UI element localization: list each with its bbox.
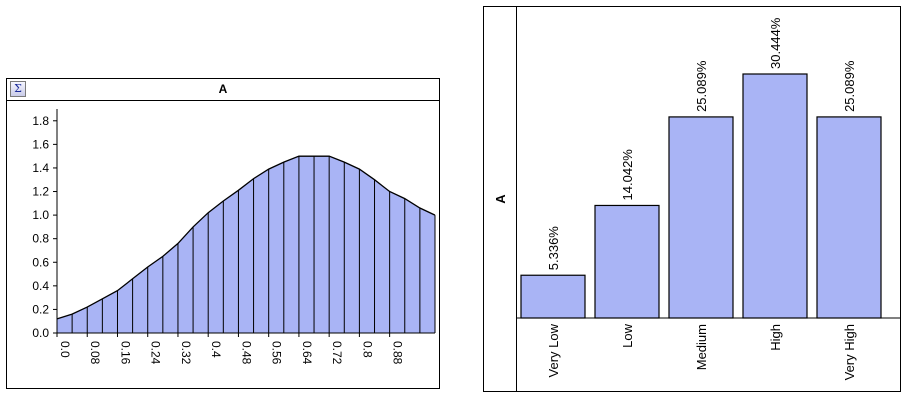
density-area <box>57 156 435 333</box>
bar <box>594 204 660 319</box>
bar-panel: A 5.336% Very Low 14.042% Low 25.089% Medium 3… <box>483 6 901 392</box>
bar <box>742 73 808 319</box>
density-curve <box>56 155 436 320</box>
density-panel-header: Σ A <box>7 79 439 101</box>
bar-value-label: 14.042% <box>620 149 635 201</box>
bar-value-label: 25.089% <box>694 60 709 112</box>
y-tick-label: 1.8 <box>32 114 49 128</box>
x-tick-label: 0.64 <box>300 341 314 365</box>
bar-title-area: A <box>493 194 508 204</box>
bar-category-label: Very Low <box>546 323 561 377</box>
y-tick-label: 1.2 <box>32 185 49 199</box>
bar-category-label: High <box>768 324 783 351</box>
density-panel: Σ A 0.0 0.2 0.4 0.6 0.8 1.0 1.2 1.4 1.6 1.8 0.0 0.0… <box>6 78 440 389</box>
x-tick-label: 0.0 <box>58 341 72 358</box>
bar-category-label: Low <box>620 323 635 347</box>
density-title: A <box>218 82 228 96</box>
y-tick-label: 0.6 <box>32 255 49 269</box>
x-tick-label: 0.88 <box>391 341 405 365</box>
x-tick-label: 0.24 <box>149 341 163 365</box>
y-tick-label: 1.0 <box>32 208 49 222</box>
bar-value-label: 30.444% <box>768 17 783 69</box>
y-tick-label: 1.4 <box>32 161 49 175</box>
bar <box>668 116 734 319</box>
x-tick-label: 0.72 <box>330 341 344 365</box>
x-tick-label: 0.56 <box>270 341 284 365</box>
sigma-button[interactable]: Σ <box>10 81 26 97</box>
y-tick-label: 0.4 <box>32 279 49 293</box>
y-tick-label: 0.0 <box>32 326 49 340</box>
bar-category-label: Medium <box>694 324 709 370</box>
bar-value-label: 5.336% <box>546 226 561 271</box>
density-chart: 0.0 0.2 0.4 0.6 0.8 1.0 1.2 1.4 1.6 1.8 0.0 0.08 0.1… <box>32 109 436 365</box>
x-tick-label: 0.16 <box>118 341 132 365</box>
panel-divider <box>516 7 517 391</box>
y-tick-label: 0.2 <box>32 302 49 316</box>
bar-value-label: 25.089% <box>842 60 857 112</box>
y-tick-label: 1.6 <box>32 137 49 151</box>
bar-chart: 5.336% Very Low 14.042% Low 25.089% Medium 30.… <box>517 17 901 380</box>
x-tick-label: 0.32 <box>179 341 193 365</box>
bar <box>816 116 882 319</box>
x-tick-label: 0.8 <box>360 341 374 358</box>
bar-category-label: Very High <box>842 324 857 380</box>
x-tick-label: 0.4 <box>209 341 223 358</box>
y-tick-label: 0.8 <box>32 232 49 246</box>
x-tick-label: 0.48 <box>239 341 253 365</box>
bar <box>520 274 586 319</box>
bar-title: A <box>493 194 508 204</box>
x-tick-label: 0.08 <box>88 341 102 365</box>
